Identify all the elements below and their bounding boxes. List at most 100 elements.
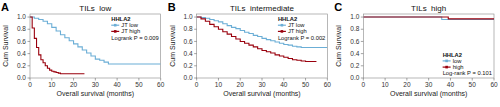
legend: HHLA2JT lowJT highLogrank P = 0.009 — [111, 16, 158, 41]
plot-frame — [197, 14, 328, 78]
x-tick-label: 60 — [490, 81, 498, 88]
series-group — [197, 17, 328, 61]
legend-entry: high — [453, 64, 464, 70]
legend-swatch — [111, 31, 119, 32]
panel-label: B — [168, 1, 176, 13]
chart-title: TILs low — [79, 4, 111, 13]
y-tick-label: 0.4 — [350, 50, 359, 57]
panel: 01020304050600.00.20.40.60.81.0Overall s… — [1, 1, 165, 98]
y-tick — [361, 29, 364, 30]
survival-curve — [363, 17, 494, 19]
x-tick-label: 10 — [48, 81, 56, 88]
x-tick-label: 10 — [381, 81, 389, 88]
y-tick-label: 0.6 — [184, 38, 193, 45]
y-tick-label: 0.0 — [350, 74, 359, 81]
legend: HHLA2lowhighLog-rank P = 0.101 — [443, 52, 492, 77]
legend-swatch — [443, 60, 451, 61]
y-axis-label: Cum Survival — [335, 25, 342, 67]
chart-title: TILs high — [411, 4, 446, 13]
y-tick-label: 0.2 — [184, 62, 193, 69]
y-tick — [361, 41, 364, 42]
y-tick-label: 0.4 — [184, 50, 193, 57]
y-tick — [28, 17, 31, 18]
y-tick-label: 0.8 — [184, 25, 193, 32]
y-tick — [28, 29, 31, 30]
y-tick — [194, 41, 197, 42]
x-tick-label: 60 — [157, 81, 165, 88]
plot-frame — [363, 14, 494, 78]
annotation: Logrank P = 0.009 — [111, 35, 158, 41]
x-tick-label: 30 — [425, 81, 433, 88]
survival-curve — [197, 17, 328, 47]
x-tick-label: 10 — [215, 81, 223, 88]
series-group — [363, 17, 494, 19]
legend-swatch-marker — [445, 66, 448, 69]
x-tick-label: 20 — [403, 81, 411, 88]
chart-canvas: 0 10 20 30 40 50 60 0.0 0.2 0.4 0.6 0.8 1.0 Overall s… — [0, 0, 500, 107]
legend-swatch — [111, 25, 119, 26]
x-tick-label: 0 — [28, 81, 32, 88]
x-tick-label: 40 — [447, 81, 455, 88]
y-tick — [194, 53, 197, 54]
legend-entry: JT high — [121, 28, 140, 34]
y-tick-label: 0.2 — [350, 62, 359, 69]
legend-entry: JT low — [288, 22, 305, 28]
legend: HHLA2JT lowJT highLogrank P = 0.002 — [278, 16, 325, 41]
series-group — [30, 17, 161, 74]
panel: 01020304050600.00.20.40.60.81.0Overall s… — [168, 1, 332, 98]
legend-title: HHLA2 — [278, 16, 297, 22]
y-tick — [361, 53, 364, 54]
legend-swatch-marker — [445, 60, 448, 63]
legend-swatch — [443, 66, 451, 67]
y-tick — [28, 78, 31, 79]
x-axis-label: Overall survival (months) — [390, 90, 467, 98]
x-tick-label: 50 — [469, 81, 477, 88]
x-tick-label: 20 — [70, 81, 78, 88]
x-tick-label: 20 — [237, 81, 245, 88]
y-tick-label: 1.0 — [350, 13, 359, 20]
legend-swatch — [278, 31, 286, 32]
legend-swatch-marker — [281, 24, 284, 27]
y-tick — [28, 41, 31, 42]
y-tick — [194, 17, 197, 18]
x-tick-label: 60 — [324, 81, 332, 88]
legend-title: HHLA2 — [443, 52, 462, 58]
y-tick — [361, 65, 364, 66]
annotation: Log-rank P = 0.101 — [443, 70, 492, 76]
panel-label: C — [334, 1, 342, 13]
survival-curve — [363, 17, 494, 19]
y-tick — [194, 65, 197, 66]
legend-entry: JT low — [121, 22, 138, 28]
plot-frame — [30, 14, 161, 78]
y-axis-label: Cum Survival — [169, 25, 176, 67]
y-tick-label: 0.6 — [350, 38, 359, 45]
legend-title: HHLA2 — [111, 16, 130, 22]
legend-entry: low — [453, 58, 463, 64]
x-tick-label: 0 — [362, 81, 366, 88]
y-tick — [28, 53, 31, 54]
survival-curve — [30, 17, 161, 64]
survival-curve — [30, 17, 84, 74]
y-tick-label: 1.0 — [184, 13, 193, 20]
x-tick-label: 50 — [302, 81, 310, 88]
legend-swatch-marker — [281, 30, 284, 33]
legend-swatch — [278, 25, 286, 26]
annotation: Logrank P = 0.002 — [278, 35, 325, 41]
x-tick-label: 40 — [280, 81, 288, 88]
panel: 0 10 20 30 40 50 60 0.0 0.2 0.4 0.6 0.8 1.0 Overall s… — [334, 1, 498, 98]
y-tick-label: 0.8 — [350, 25, 359, 32]
x-tick-label: 40 — [113, 81, 121, 88]
y-tick-label: 0.8 — [17, 25, 26, 32]
y-tick — [361, 17, 364, 18]
y-tick-label: 1.0 — [17, 13, 26, 20]
panel-label: A — [1, 1, 9, 13]
x-tick-label: 0 — [195, 81, 199, 88]
x-tick-label: 30 — [92, 81, 100, 88]
legend-entry: JT high — [288, 28, 307, 34]
y-tick-label: 0.6 — [17, 38, 26, 45]
y-tick — [28, 65, 31, 66]
x-tick-label: 30 — [258, 81, 266, 88]
y-tick — [194, 78, 197, 79]
y-tick — [194, 29, 197, 30]
x-axis-label: Overall survival (months) — [57, 90, 134, 98]
